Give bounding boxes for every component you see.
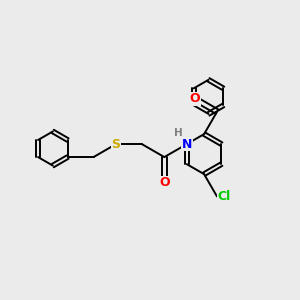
Text: H: H (174, 128, 183, 138)
Text: S: S (112, 138, 121, 151)
Text: O: O (159, 176, 169, 190)
Text: N: N (182, 138, 192, 151)
Text: O: O (189, 92, 200, 105)
Text: Cl: Cl (218, 190, 231, 203)
